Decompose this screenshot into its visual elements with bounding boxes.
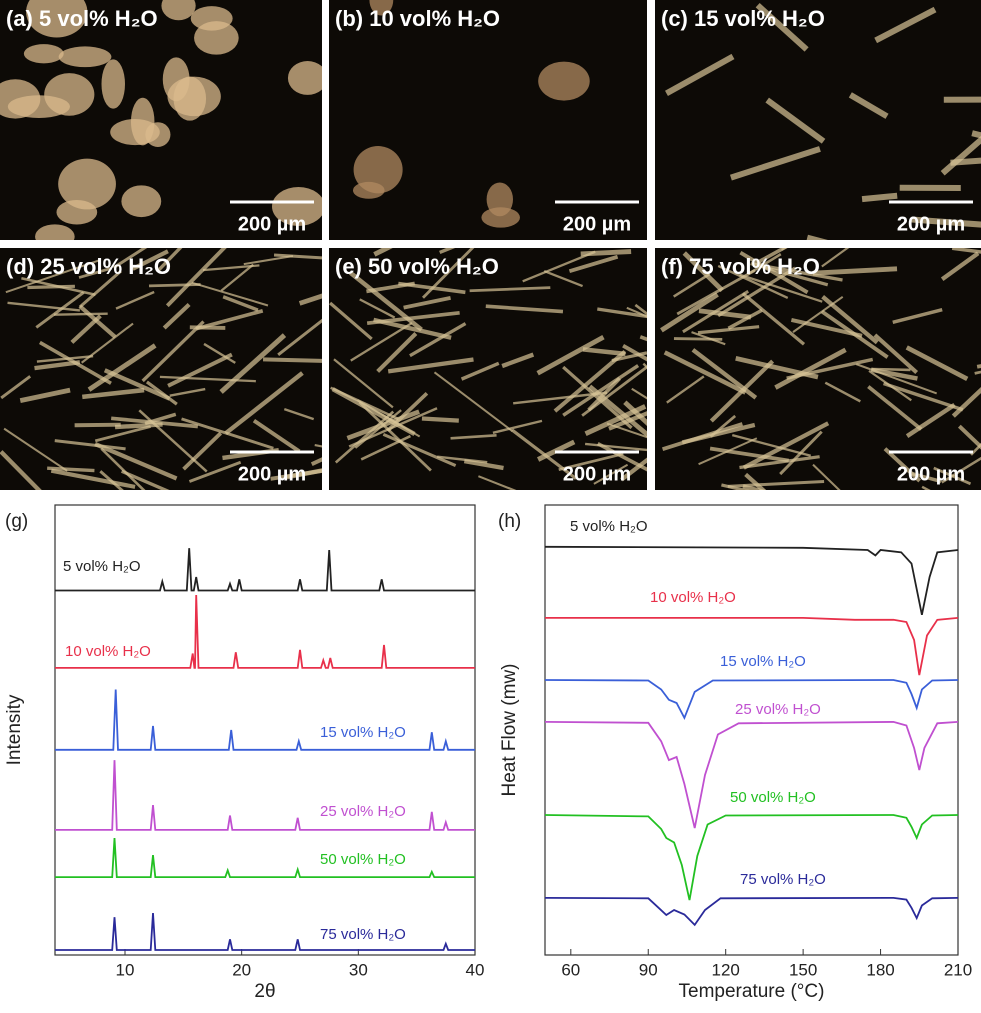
- series-label: 25 vol% H₂O: [320, 803, 406, 820]
- x-tick-label: 180: [866, 960, 894, 979]
- crystal: [674, 339, 722, 340]
- micrograph: [655, 248, 981, 490]
- crystal: [149, 284, 201, 285]
- scale-bar-label: 200 µm: [897, 213, 965, 235]
- series-label: 15 vol% H₂O: [720, 653, 806, 670]
- series-line: [55, 838, 475, 877]
- x-tick-label: 120: [712, 960, 740, 979]
- x-tick-label: 150: [789, 960, 817, 979]
- panel-label: (a) 5 vol% H₂O: [6, 6, 158, 31]
- scale-bar-label: 200 µm: [897, 463, 965, 485]
- series-line: [545, 722, 958, 828]
- crystal: [75, 425, 121, 426]
- crystal: [538, 62, 590, 101]
- x-tick-label: 10: [116, 960, 135, 979]
- scale-bar-label: 200 µm: [563, 213, 631, 235]
- series-label: 75 vol% H₂O: [320, 926, 406, 943]
- panel-label: (f) 75 vol% H₂O: [661, 254, 820, 279]
- panel-label: (d) 25 vol% H₂O: [6, 254, 171, 279]
- crystal: [167, 77, 220, 117]
- y-axis-title: Intensity: [4, 694, 25, 765]
- x-tick-label: 40: [466, 960, 485, 979]
- crystal: [44, 73, 94, 116]
- crystal: [58, 159, 116, 210]
- panel-label: (g): [5, 511, 28, 532]
- series-line: [55, 690, 475, 750]
- crystal: [101, 59, 125, 108]
- series-label: 15 vol% H₂O: [320, 724, 406, 741]
- x-tick-label: 60: [561, 960, 580, 979]
- crystal: [121, 185, 161, 217]
- series-label: 10 vol% H₂O: [650, 589, 736, 606]
- crystal: [35, 224, 75, 248]
- crystal: [354, 146, 403, 193]
- series-line: [55, 760, 475, 830]
- series-line: [55, 913, 475, 950]
- series-label: 50 vol% H₂O: [730, 789, 816, 806]
- panel-label: (c) 15 vol% H₂O: [661, 6, 825, 31]
- y-axis-title: Heat Flow (mw): [499, 663, 520, 796]
- series-label: 5 vol% H₂O: [63, 558, 141, 575]
- series-label: 5 vol% H₂O: [570, 518, 648, 535]
- crystal: [24, 44, 64, 63]
- crystal: [862, 196, 897, 199]
- crystal: [110, 119, 160, 145]
- crystal: [54, 314, 108, 315]
- x-tick-label: 30: [349, 960, 368, 979]
- scale-bar-label: 200 µm: [238, 463, 306, 485]
- series-label: 25 vol% H₂O: [735, 701, 821, 718]
- scale-bar-label: 200 µm: [563, 463, 631, 485]
- x-tick-label: 20: [232, 960, 251, 979]
- panel-label: (h): [498, 511, 521, 532]
- panel-label: (e) 50 vol% H₂O: [335, 254, 499, 279]
- series-label: 75 vol% H₂O: [740, 871, 826, 888]
- series-label: 10 vol% H₂O: [65, 643, 151, 660]
- x-tick-label: 90: [639, 960, 658, 979]
- micrograph: [655, 0, 981, 240]
- crystal: [481, 207, 520, 227]
- crystal: [190, 327, 225, 328]
- crystal: [59, 46, 112, 67]
- scale-bar-label: 200 µm: [238, 213, 306, 235]
- series-line: [545, 547, 958, 615]
- crystal: [47, 468, 94, 470]
- x-axis-title: Temperature (°C): [679, 981, 825, 1002]
- crystal: [288, 61, 327, 95]
- series-label: 50 vol% H₂O: [320, 851, 406, 868]
- x-tick-label: 210: [944, 960, 972, 979]
- crystal: [115, 424, 163, 427]
- crystal: [194, 21, 239, 55]
- x-axis-title: 2θ: [254, 981, 275, 1002]
- panel-label: (b) 10 vol% H₂O: [335, 6, 500, 31]
- crystal: [922, 487, 971, 513]
- crystal: [422, 418, 459, 420]
- series-line: [545, 898, 958, 925]
